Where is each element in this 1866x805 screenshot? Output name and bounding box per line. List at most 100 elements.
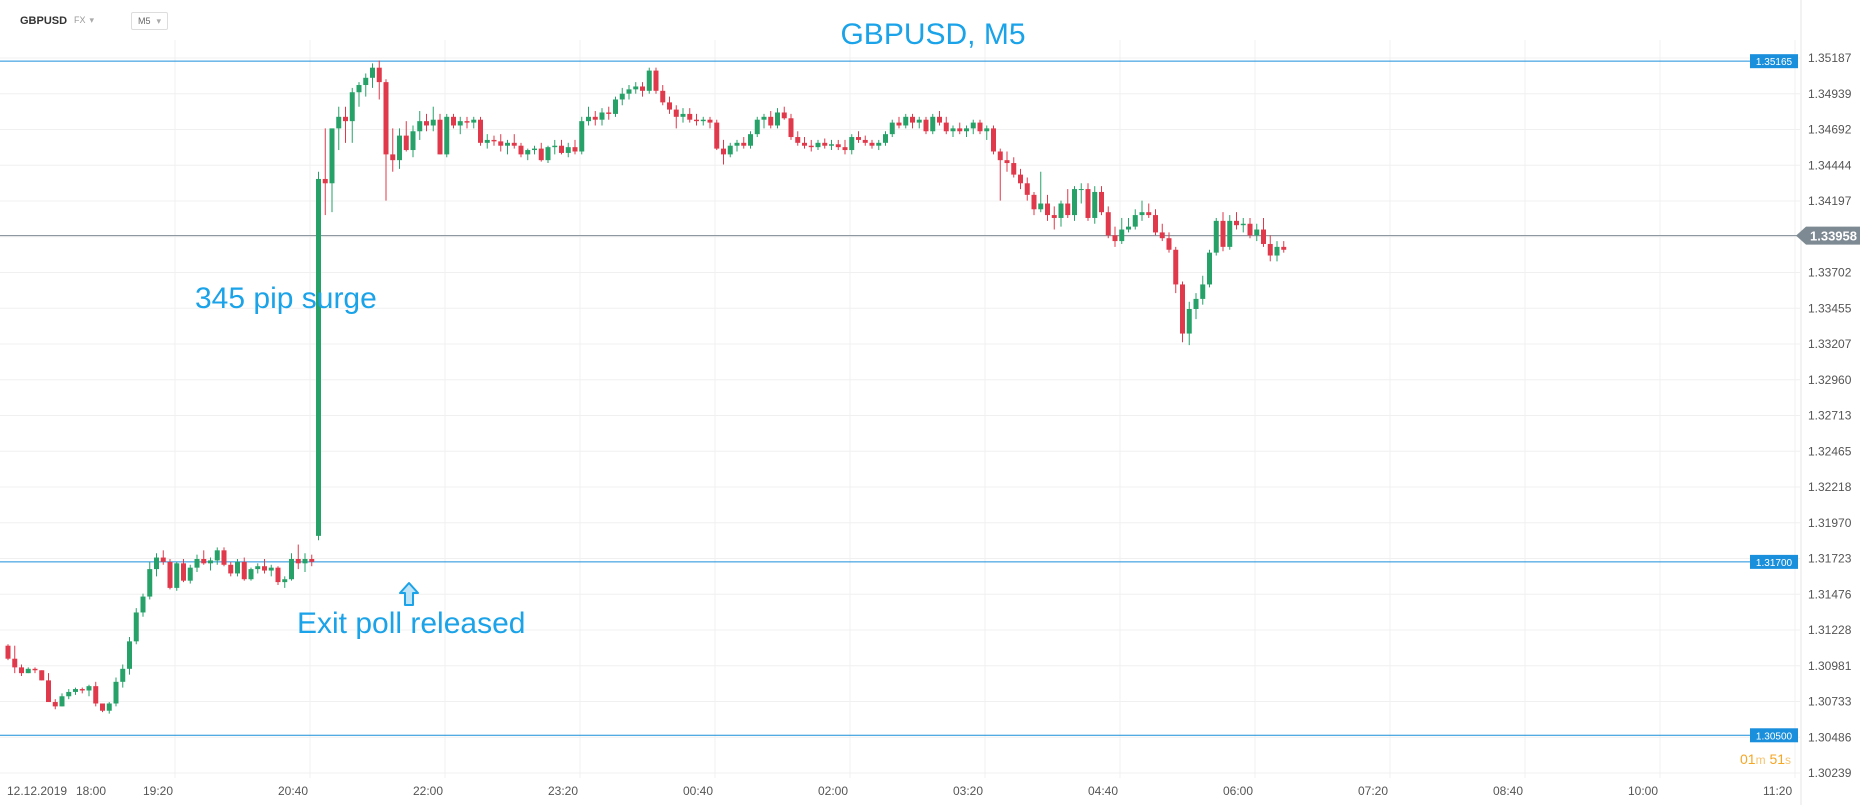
candle-bear [403, 135, 409, 151]
candle-bull [734, 142, 740, 146]
candle-bear [1105, 212, 1111, 236]
candle-bear [640, 86, 645, 91]
candle-bear [1146, 212, 1152, 216]
candle-bear [343, 116, 348, 122]
candle-bear [1065, 203, 1071, 216]
candle-bull [147, 569, 153, 597]
candle-bear [869, 142, 875, 146]
candle-bull [356, 85, 362, 93]
candle-bull [410, 131, 416, 151]
candle-bull [903, 116, 909, 126]
candle-bull [525, 150, 531, 155]
x-tick-label: 18:00 [76, 784, 106, 798]
candle-bear [741, 142, 747, 146]
candle-bull [133, 612, 139, 642]
candle-bear [1031, 194, 1037, 210]
candle-bear [592, 116, 598, 120]
exit-poll-annotation: Exit poll released [297, 607, 526, 640]
horizontal-line-price-tag [1750, 554, 1798, 569]
surge-annotation: 345 pip surge [195, 282, 377, 315]
y-tick-label: 1.31228 [1808, 623, 1852, 637]
x-tick-label: 03:20 [953, 784, 983, 798]
x-tick-label: 12.12.2019 [7, 784, 67, 798]
candle-bull [849, 137, 855, 151]
candle-bull [883, 134, 888, 143]
y-tick-label: 1.32218 [1808, 480, 1852, 494]
candle-bull [174, 563, 180, 588]
x-tick-label: 02:00 [818, 784, 848, 798]
candle-bull [349, 92, 355, 122]
market-selector[interactable]: FX ▾ [74, 15, 94, 26]
candle-bull [1126, 226, 1131, 230]
candle-bear [464, 121, 470, 123]
candle-bear [1267, 243, 1273, 256]
candle-bear [12, 658, 18, 668]
candle-bear [295, 558, 301, 564]
candle-bear [673, 109, 679, 117]
candle-bear [1011, 163, 1017, 175]
candle-bull [761, 116, 767, 120]
candle-bear [997, 151, 1003, 161]
candle-bull [579, 121, 585, 152]
chart-toolbar: GBPUSD FX ▾ M5 ▾ [0, 0, 1866, 40]
candle-bear [160, 557, 166, 562]
candle-bull [984, 128, 990, 132]
candle-bull [700, 119, 706, 122]
candle-bear [795, 137, 801, 143]
countdown-min-unit: m [1755, 753, 1766, 767]
y-tick-label: 1.31476 [1808, 587, 1852, 601]
candle-bear [1180, 284, 1185, 334]
candle-bear [842, 147, 848, 151]
candle-bull [505, 142, 510, 146]
y-tick-label: 1.30981 [1808, 659, 1852, 673]
y-tick-label: 1.34444 [1808, 158, 1852, 172]
candle-bear [511, 142, 517, 146]
candle-bull [633, 86, 639, 90]
y-tick-label: 1.34939 [1808, 87, 1852, 101]
candle-bear [788, 118, 794, 138]
candle-bull [1274, 246, 1280, 256]
candle-bear [1051, 215, 1057, 218]
candle-bear [390, 154, 396, 161]
y-tick-label: 1.31970 [1808, 516, 1852, 530]
candle-bear [1234, 220, 1239, 226]
candle-bull [916, 119, 922, 123]
candle-bear [896, 122, 902, 126]
candle-bull [363, 77, 369, 86]
y-tick-label: 1.30486 [1808, 730, 1852, 744]
candle-bull [599, 112, 605, 120]
candle-bear [660, 90, 666, 103]
x-tick-label: 20:40 [278, 784, 308, 798]
candle-bear [977, 122, 983, 132]
last-price-tag [1796, 226, 1860, 245]
candle-bear [181, 563, 186, 581]
candle-bear [991, 128, 996, 152]
candle-bull [815, 142, 821, 148]
candle-bull [545, 147, 551, 161]
candle-bull [316, 178, 321, 536]
candle-bull [154, 557, 159, 570]
y-tick-label: 1.30733 [1808, 695, 1852, 709]
candle-bear [93, 686, 99, 704]
x-tick-label: 11:20 [1763, 784, 1792, 798]
candle-bull [1186, 309, 1192, 334]
candle-bear [653, 70, 659, 91]
candle-bull [268, 567, 274, 571]
horizontal-line-price-label: 1.31700 [1756, 558, 1793, 569]
candle-countdown: 01m 51s [1740, 751, 1791, 767]
candle-bull [120, 668, 126, 682]
candle-bull [964, 128, 969, 132]
candle-bull [430, 119, 436, 126]
candle-bull [140, 596, 146, 613]
candle-bear [1247, 223, 1253, 236]
candle-bull [417, 121, 423, 132]
candle-bear [100, 703, 105, 711]
candle-bear [1099, 191, 1104, 213]
y-tick-label: 1.33207 [1808, 337, 1852, 351]
timeframe-selector[interactable]: M5 ▾ [131, 12, 169, 30]
x-tick-label: 10:00 [1628, 784, 1658, 798]
horizontal-line-price-label: 1.35165 [1756, 57, 1793, 68]
candle-bear [167, 561, 173, 588]
symbol-selector[interactable]: GBPUSD [20, 15, 68, 27]
